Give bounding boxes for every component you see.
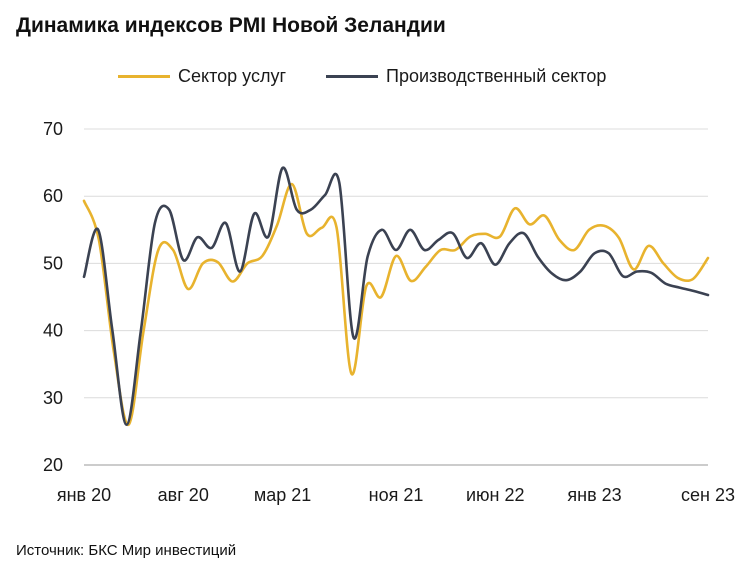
legend-label-manufacturing: Производственный сектор bbox=[386, 66, 607, 86]
series-line-manufacturing bbox=[82, 166, 710, 427]
y-tick-label-60: 60 bbox=[43, 186, 63, 206]
x-tick-label-5: янв 23 bbox=[567, 485, 621, 505]
legend-swatch-services bbox=[118, 75, 170, 78]
x-tick-label-0: янв 20 bbox=[57, 485, 111, 505]
x-tick-label-2: мар 21 bbox=[254, 485, 311, 505]
source-note: Источник: БКС Мир инвестиций bbox=[16, 542, 237, 559]
x-tick-label-6: сен 23 bbox=[681, 485, 735, 505]
legend-item-manufacturing: Производственный сектор bbox=[326, 66, 606, 87]
x-tick-label-1: авг 20 bbox=[158, 485, 209, 505]
chart-legend: Сектор услуг Производственный сектор bbox=[118, 66, 646, 87]
y-tick-label-40: 40 bbox=[43, 321, 63, 341]
y-tick-label-30: 30 bbox=[43, 388, 63, 408]
chart-title: Динамика индексов PMI Новой Зеландии bbox=[16, 14, 446, 37]
y-tick-label-50: 50 bbox=[43, 253, 63, 273]
y-tick-label-20: 20 bbox=[43, 455, 63, 475]
x-tick-label-4: июн 22 bbox=[466, 485, 525, 505]
x-tick-label-3: ноя 21 bbox=[369, 485, 424, 505]
legend-item-services: Сектор услуг bbox=[118, 66, 286, 87]
legend-swatch-manufacturing bbox=[326, 75, 379, 78]
legend-label-services: Сектор услуг bbox=[178, 66, 287, 86]
series-line-services bbox=[82, 182, 710, 427]
y-tick-label-70: 70 bbox=[43, 119, 63, 139]
